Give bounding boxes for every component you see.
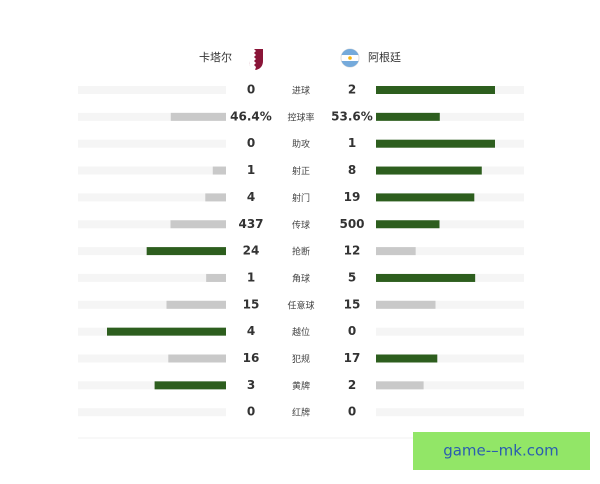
away-bar	[376, 220, 440, 229]
bar-track	[78, 220, 226, 229]
home-bar	[146, 247, 226, 256]
away-value: 53.6%	[331, 109, 373, 123]
home-bar	[206, 273, 226, 282]
bar-track	[78, 300, 226, 309]
home-bar	[205, 193, 226, 202]
home-value: 4	[247, 324, 255, 338]
home-value: 1	[247, 270, 255, 284]
watermark: game-–mk.com	[443, 442, 559, 460]
home-value: 3	[247, 378, 255, 392]
away-value: 8	[348, 163, 356, 177]
away-bar	[376, 273, 476, 282]
away-value: 19	[344, 190, 361, 204]
bar-track	[376, 354, 524, 363]
bar-track	[376, 300, 524, 309]
home-name: 卡塔尔	[199, 51, 232, 64]
stat-label: 抢断	[292, 246, 310, 258]
away-bar	[376, 139, 495, 148]
away-bar	[376, 247, 416, 256]
stat-label: 角球	[292, 272, 310, 284]
stat-label: 射门	[292, 192, 310, 204]
home-value: 4	[247, 190, 255, 204]
bar-track	[376, 327, 524, 336]
home-value: 0	[247, 405, 255, 419]
away-value: 17	[344, 351, 361, 365]
away-bar	[376, 112, 440, 121]
away-bar	[376, 300, 436, 309]
bar-track	[376, 247, 524, 256]
home-bar	[170, 112, 226, 121]
home-value: 16	[243, 351, 260, 365]
home-value: 24	[243, 244, 260, 258]
watermark-box	[413, 432, 590, 470]
home-flag	[249, 49, 263, 70]
stat-label: 助攻	[292, 138, 310, 150]
bar-track	[376, 408, 524, 417]
stat-label: 传球	[292, 219, 310, 231]
stat-label: 越位	[292, 326, 310, 338]
stat-label: 射正	[292, 165, 310, 177]
away-flag	[340, 48, 360, 68]
home-value: 0	[247, 83, 255, 97]
home-value: 1	[247, 163, 255, 177]
away-value: 500	[339, 217, 364, 231]
stat-label: 红牌	[292, 407, 310, 419]
home-bar	[168, 354, 226, 363]
bar-track	[78, 354, 226, 363]
stat-label: 进球	[292, 85, 310, 97]
bar-track	[78, 112, 226, 121]
away-value: 15	[344, 297, 361, 311]
home-value: 0	[247, 136, 255, 150]
bar-track	[78, 408, 226, 417]
bar-track	[78, 166, 226, 175]
away-bar	[376, 166, 482, 175]
away-bar	[376, 193, 475, 202]
away-value: 1	[348, 136, 356, 150]
away-bar	[376, 354, 438, 363]
bar-track	[376, 381, 524, 390]
away-name: 阿根廷	[368, 50, 401, 64]
stat-label: 控球率	[287, 111, 314, 123]
home-bar	[166, 300, 226, 309]
home-bar	[154, 381, 226, 390]
away-value: 12	[344, 244, 361, 258]
stat-label: 黄牌	[292, 380, 310, 392]
stat-label: 犯规	[292, 354, 310, 365]
home-value: 15	[243, 297, 260, 311]
bar-track	[78, 273, 226, 282]
bar-track	[376, 220, 524, 229]
home-bar	[170, 220, 226, 229]
away-value: 2	[348, 83, 356, 97]
home-bar	[107, 327, 226, 336]
home-value: 437	[238, 217, 263, 231]
stat-label: 任意球	[287, 299, 314, 311]
away-value: 5	[348, 270, 356, 284]
away-bar	[376, 86, 495, 94]
home-value: 46.4%	[230, 109, 272, 123]
away-value: 0	[348, 405, 356, 419]
away-bar	[376, 381, 424, 390]
away-value: 2	[348, 378, 356, 392]
bar-track	[376, 112, 524, 121]
bar-track	[78, 86, 226, 94]
bar-track	[78, 139, 226, 148]
bar-track	[78, 193, 226, 202]
away-value: 0	[348, 324, 356, 338]
home-bar	[212, 166, 226, 175]
bar-track	[78, 381, 226, 390]
